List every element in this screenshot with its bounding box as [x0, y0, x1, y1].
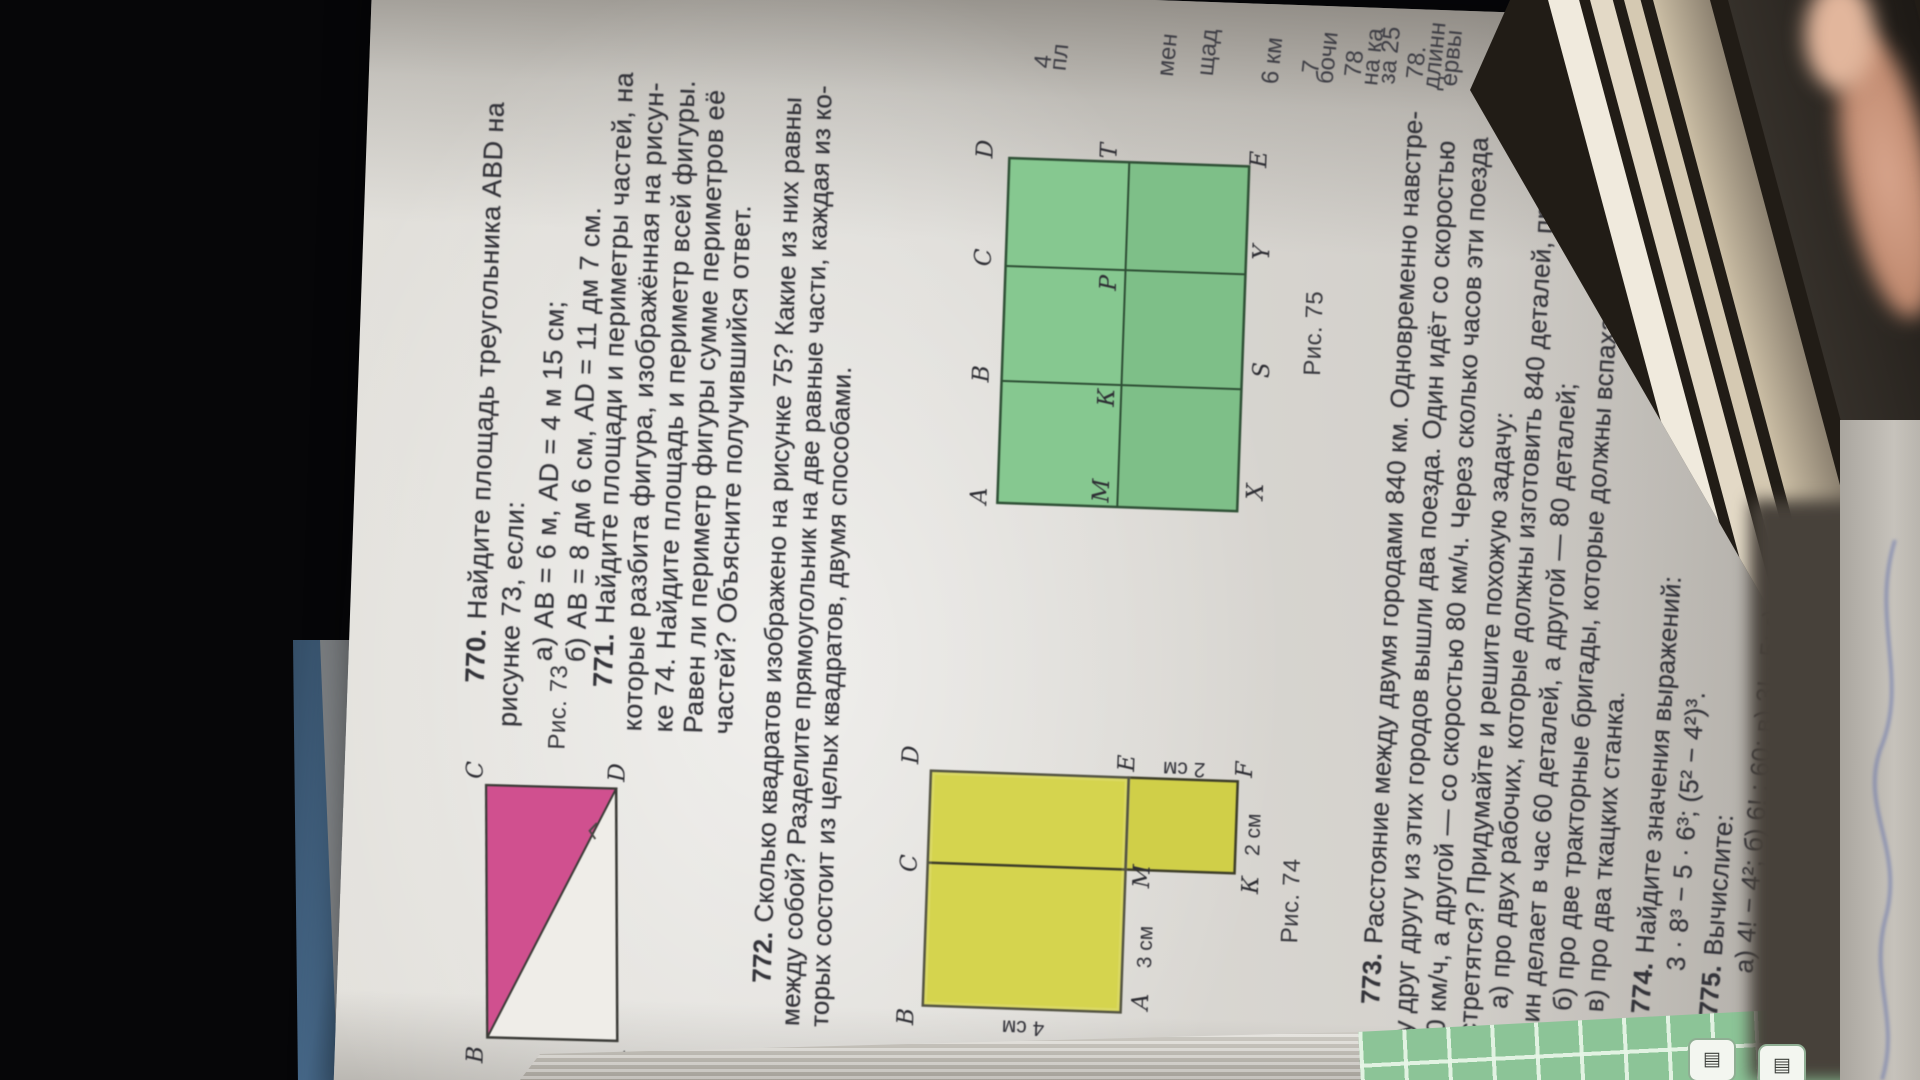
pen-scribble — [1873, 539, 1897, 1080]
fig74-caption: Рис. 74 — [1276, 857, 1307, 944]
fig75-caption: Рис. 75 — [1298, 290, 1329, 377]
fig75-label-C: C — [970, 248, 998, 267]
figure-73: B C A D Рис. 73 — [455, 606, 660, 1066]
workbook-icon: ▤ — [1688, 1038, 1736, 1080]
fig73-pink-triangle — [485, 784, 618, 1038]
notebook-edge — [1840, 420, 1920, 1080]
fig75-label-P: P — [1095, 274, 1123, 292]
finger — [1805, 0, 1875, 90]
fig75-label-T: T — [1096, 142, 1123, 159]
facing-page-fragment: мен — [1151, 32, 1184, 78]
fig74-label-A: A — [1127, 993, 1155, 1011]
facing-page-fragment: 6 км — [1256, 35, 1289, 86]
fig75-label-D: D — [972, 139, 999, 159]
facing-page-fragment: пл — [1044, 42, 1075, 73]
facing-page-fragment: бочи — [1311, 30, 1344, 86]
fig73-label-D: D — [604, 762, 631, 783]
fig74-dim-2cm-right: 2 см — [1162, 756, 1206, 782]
fig73-caption: Рис. 73 — [543, 664, 574, 751]
fig74-dim-3cm: 3 см — [1133, 925, 1158, 969]
fig75-label-M: M — [1088, 478, 1116, 503]
fig75-label-K: К — [1093, 388, 1121, 408]
page-content: 770.Найдите площадь треугольника ABD на … — [333, 0, 1920, 1080]
fig74-divider — [927, 861, 1126, 871]
fingers-holding-book — [1790, 0, 1920, 420]
fig73-label-C: C — [462, 760, 489, 780]
facing-page-fragment: ервы — [1435, 28, 1469, 88]
fig74-label-B: B — [893, 1007, 920, 1026]
fig74-label-C: C — [896, 853, 923, 873]
textbook-page: 770.Найдите площадь треугольника ABD на … — [333, 0, 1920, 1080]
fig73-label-B: B — [462, 1045, 490, 1064]
fig74-dim-2cm-bottom: 2 см — [1241, 813, 1266, 857]
fig75-label-A: A — [966, 487, 993, 505]
workbook-icon: ▤ — [1758, 1044, 1806, 1080]
fig74-label-M: M — [1128, 864, 1156, 889]
fig74-label-D: D — [898, 745, 925, 765]
fig75-label-B: B — [968, 364, 996, 383]
fig74-label-K: К — [1237, 875, 1265, 895]
fig73-angle-mark — [588, 822, 598, 840]
figure-74: B C D A M E К F 4 см 3 см 2 см 2 см Рис.… — [891, 612, 1325, 1046]
fig75-label-S: S — [1248, 361, 1276, 379]
facing-page-fragment: щад — [1191, 27, 1224, 78]
fig74-label-E: E — [1114, 754, 1141, 772]
fig74-big-rect — [921, 769, 1131, 1014]
fig74-label-F: F — [1231, 761, 1259, 779]
figure-75: A B C D M К P T X S Y E Рис. 75 — [964, 94, 1378, 528]
fig75-label-X: X — [1242, 483, 1270, 501]
fig74-small-square — [1124, 776, 1240, 875]
fig74-dim-4cm: 4 см — [1001, 1015, 1045, 1040]
fig75-label-Y: Y — [1248, 244, 1276, 261]
fig75-label-E: E — [1246, 150, 1273, 169]
